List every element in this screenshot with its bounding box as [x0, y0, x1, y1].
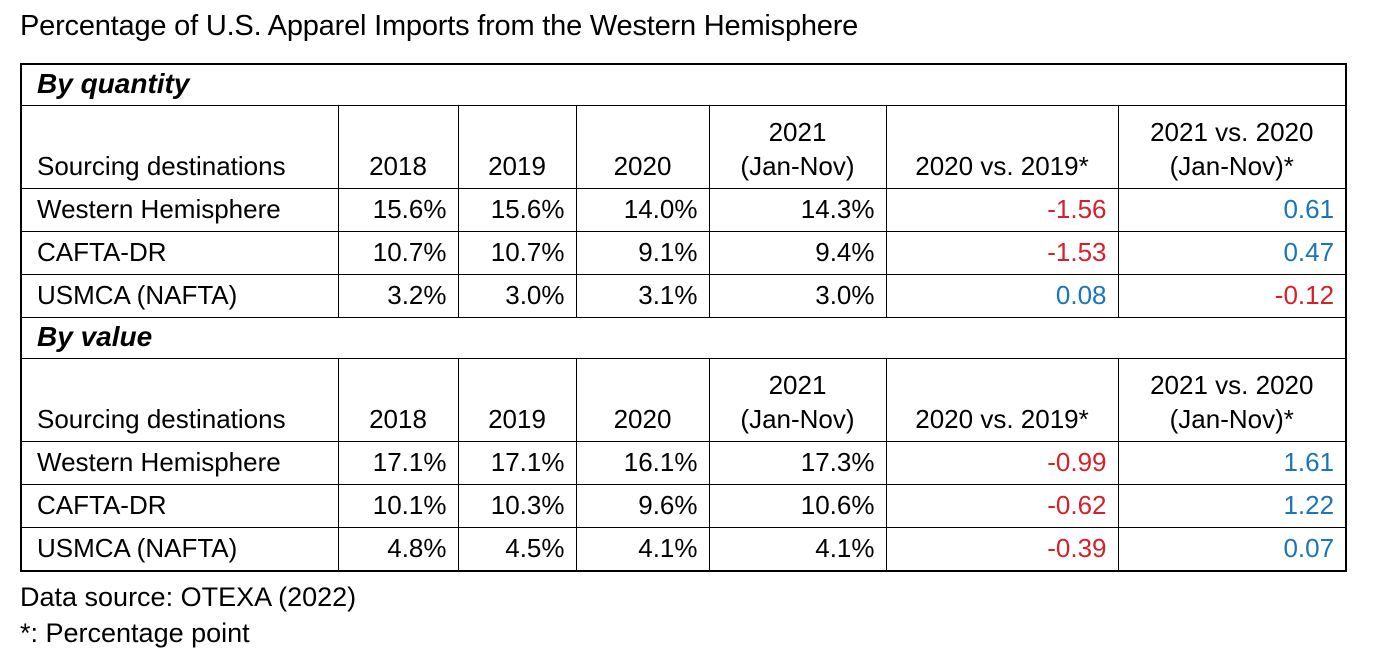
table-row: CAFTA-DR 10.1% 10.3% 9.6% 10.6% -0.62 1.… — [20, 484, 1347, 528]
value-cell-2018: 17.1% — [337, 441, 459, 485]
column-header-2020: 2020 — [575, 358, 710, 442]
footnotes: Data source: OTEXA (2022) *: Percentage … — [20, 579, 1374, 651]
header-line: 2021 vs. 2020 — [1150, 117, 1314, 147]
diff-cell-2021-vs-2020: 1.61 — [1117, 441, 1347, 485]
diff-cell-2020-vs-2019: -1.53 — [885, 231, 1119, 275]
column-header-destinations: Sourcing destinations — [20, 358, 339, 442]
destination-cell: CAFTA-DR — [20, 484, 339, 528]
diff-cell-2021-vs-2020: 1.22 — [1117, 484, 1347, 528]
diff-cell-2020-vs-2019: -0.39 — [885, 527, 1119, 572]
table-row: USMCA (NAFTA) 3.2% 3.0% 3.1% 3.0% 0.08 -… — [20, 274, 1347, 318]
header-line: (Jan-Nov) — [740, 151, 855, 181]
column-header-2020-vs-2019: 2020 vs. 2019* — [885, 358, 1119, 442]
diff-cell-2020-vs-2019: -0.62 — [885, 484, 1119, 528]
diff-cell-2020-vs-2019: -0.99 — [885, 441, 1119, 485]
destination-cell: CAFTA-DR — [20, 231, 339, 275]
value-cell-2019: 17.1% — [457, 441, 577, 485]
header-line: 2021 — [768, 370, 827, 400]
section-label-quantity: By quantity — [20, 63, 1347, 106]
diff-cell-2021-vs-2020: 0.07 — [1117, 527, 1347, 572]
diff-cell-2021-vs-2020: 0.61 — [1117, 188, 1347, 232]
diff-cell-2021-vs-2020: -0.12 — [1117, 274, 1347, 318]
section-row-quantity: By quantity — [20, 63, 1347, 106]
column-header-2018: 2018 — [337, 358, 459, 442]
header-row-quantity: Sourcing destinations 2018 2019 2020 202… — [20, 105, 1347, 189]
table-row: CAFTA-DR 10.7% 10.7% 9.1% 9.4% -1.53 0.4… — [20, 231, 1347, 275]
value-cell-2018: 10.1% — [337, 484, 459, 528]
value-cell-2019: 15.6% — [457, 188, 577, 232]
value-cell-2021: 14.3% — [708, 188, 887, 232]
column-header-2019: 2019 — [457, 105, 577, 189]
section-row-value: By value — [20, 317, 1347, 359]
imports-table: By quantity Sourcing destinations 2018 2… — [20, 63, 1348, 572]
header-line: (Jan-Nov) — [740, 404, 855, 434]
column-header-2021-jan-nov: 2021 (Jan-Nov) — [708, 105, 887, 189]
header-line: (Jan-Nov)* — [1169, 404, 1294, 434]
value-cell-2020: 16.1% — [575, 441, 710, 485]
value-cell-2019: 10.7% — [457, 231, 577, 275]
value-cell-2021: 9.4% — [708, 231, 887, 275]
diff-cell-2020-vs-2019: 0.08 — [885, 274, 1119, 318]
destination-cell: USMCA (NAFTA) — [20, 527, 339, 572]
section-label-value: By value — [20, 317, 1347, 359]
value-cell-2021: 3.0% — [708, 274, 887, 318]
value-cell-2020: 9.1% — [575, 231, 710, 275]
column-header-2021-vs-2020: 2021 vs. 2020 (Jan-Nov)* — [1117, 105, 1347, 189]
value-cell-2018: 10.7% — [337, 231, 459, 275]
column-header-2021-jan-nov: 2021 (Jan-Nov) — [708, 358, 887, 442]
header-line: 2021 — [768, 117, 827, 147]
column-header-2020: 2020 — [575, 105, 710, 189]
table-row: USMCA (NAFTA) 4.8% 4.5% 4.1% 4.1% -0.39 … — [20, 527, 1347, 572]
value-cell-2018: 4.8% — [337, 527, 459, 572]
destination-cell: Western Hemisphere — [20, 188, 339, 232]
value-cell-2020: 14.0% — [575, 188, 710, 232]
table-row: Western Hemisphere 15.6% 15.6% 14.0% 14.… — [20, 188, 1347, 232]
column-header-2018: 2018 — [337, 105, 459, 189]
value-cell-2021: 10.6% — [708, 484, 887, 528]
value-cell-2018: 15.6% — [337, 188, 459, 232]
value-cell-2019: 3.0% — [457, 274, 577, 318]
destination-cell: Western Hemisphere — [20, 441, 339, 485]
value-cell-2020: 3.1% — [575, 274, 710, 318]
header-row-value: Sourcing destinations 2018 2019 2020 202… — [20, 358, 1347, 442]
footnote-source: Data source: OTEXA (2022) — [20, 582, 357, 612]
footnote-asterisk: *: Percentage point — [20, 618, 250, 648]
value-cell-2020: 4.1% — [575, 527, 710, 572]
table-row: Western Hemisphere 17.1% 17.1% 16.1% 17.… — [20, 441, 1347, 485]
header-line: (Jan-Nov)* — [1169, 151, 1294, 181]
column-header-destinations: Sourcing destinations — [20, 105, 339, 189]
value-cell-2021: 17.3% — [708, 441, 887, 485]
value-cell-2018: 3.2% — [337, 274, 459, 318]
diff-cell-2021-vs-2020: 0.47 — [1117, 231, 1347, 275]
value-cell-2019: 4.5% — [457, 527, 577, 572]
value-cell-2020: 9.6% — [575, 484, 710, 528]
column-header-2020-vs-2019: 2020 vs. 2019* — [885, 105, 1119, 189]
value-cell-2019: 10.3% — [457, 484, 577, 528]
page-title: Percentage of U.S. Apparel Imports from … — [20, 10, 859, 42]
header-line: 2021 vs. 2020 — [1150, 370, 1314, 400]
column-header-2019: 2019 — [457, 358, 577, 442]
diff-cell-2020-vs-2019: -1.56 — [885, 188, 1119, 232]
column-header-2021-vs-2020: 2021 vs. 2020 (Jan-Nov)* — [1117, 358, 1347, 442]
destination-cell: USMCA (NAFTA) — [20, 274, 339, 318]
value-cell-2021: 4.1% — [708, 527, 887, 572]
